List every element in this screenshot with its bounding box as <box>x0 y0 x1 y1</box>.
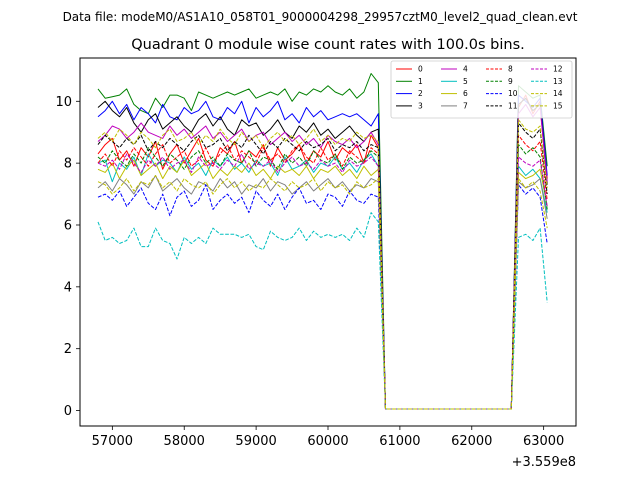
legend-label-13: 13 <box>553 77 563 86</box>
legend-label-1: 1 <box>418 77 423 86</box>
y-tick-label: 6 <box>64 218 72 233</box>
series-line-2 <box>97 94 548 410</box>
x-tick-label: 63000 <box>523 434 564 449</box>
x-tick-label: 60000 <box>307 434 348 449</box>
y-tick-label: 2 <box>64 342 72 357</box>
x-tick-label: 57000 <box>92 434 133 449</box>
x-tick-label: 61000 <box>379 434 420 449</box>
legend-label-3: 3 <box>418 102 423 111</box>
legend-label-11: 11 <box>508 102 518 111</box>
legend-label-6: 6 <box>463 89 468 98</box>
y-axis: 0 2 4 6 8 10 <box>55 95 80 419</box>
series-line-6 <box>97 159 548 410</box>
series-line-14 <box>97 175 548 410</box>
x-axis: 57000 58000 59000 60000 61000 62000 63000 <box>92 426 564 449</box>
x-tick-label: 59000 <box>235 434 276 449</box>
legend-label-10: 10 <box>508 89 518 98</box>
legend-label-2: 2 <box>418 89 423 98</box>
x-offset-label: +3.559e8 <box>512 455 576 470</box>
legend-box <box>390 60 573 119</box>
series-line-1 <box>97 73 548 410</box>
series-line-12 <box>97 153 548 410</box>
x-tick-label: 62000 <box>451 434 492 449</box>
y-tick-label: 8 <box>64 157 72 172</box>
legend-label-0: 0 <box>418 65 423 74</box>
series-line-15 <box>97 119 548 410</box>
series-line-0 <box>97 94 548 410</box>
series-line-7 <box>97 175 548 410</box>
series-line-10 <box>97 184 548 410</box>
legend-label-12: 12 <box>553 65 563 74</box>
y-tick-label: 10 <box>55 95 72 110</box>
series-line-3 <box>97 97 548 410</box>
legend-label-14: 14 <box>553 89 563 98</box>
legend-label-5: 5 <box>463 77 468 86</box>
series-line-5 <box>97 153 548 410</box>
series-line-8 <box>97 134 548 410</box>
series-line-4 <box>97 103 548 410</box>
legend-label-8: 8 <box>508 65 513 74</box>
series-line-9 <box>97 144 548 410</box>
legend-label-15: 15 <box>553 102 563 111</box>
y-tick-label: 4 <box>64 280 72 295</box>
chart-title: Quadrant 0 module wise count rates with … <box>131 37 525 53</box>
suptitle: Data file: modeM0/AS1A10_058T01_90000042… <box>63 10 578 24</box>
series-line-13 <box>97 212 548 410</box>
x-tick-label: 58000 <box>164 434 205 449</box>
legend-label-9: 9 <box>508 77 513 86</box>
legend-label-4: 4 <box>463 65 468 74</box>
y-tick-label: 0 <box>64 404 72 419</box>
series-line-11 <box>97 122 548 410</box>
series-layer <box>97 73 548 410</box>
legend-label-7: 7 <box>463 102 468 111</box>
